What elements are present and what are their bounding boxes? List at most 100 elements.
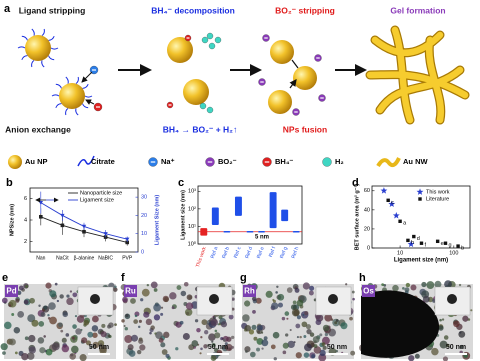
particle xyxy=(414,353,420,359)
particle xyxy=(80,328,83,331)
particle xyxy=(458,330,466,338)
y-tick-label: 10¹ xyxy=(188,224,196,230)
ligand xyxy=(75,108,79,116)
particle xyxy=(60,329,64,333)
y2-tick-label: 30 xyxy=(141,195,147,201)
step-sublabel: Anion exchange xyxy=(5,124,71,134)
particle xyxy=(286,287,293,293)
point-label: f xyxy=(424,243,426,249)
particle xyxy=(444,280,452,289)
particle xyxy=(421,281,427,288)
particle xyxy=(304,311,309,316)
scale-label: 50 nm xyxy=(89,344,109,351)
particle xyxy=(439,318,442,322)
ion-sign xyxy=(150,161,156,163)
particle xyxy=(206,344,209,347)
legend-label: BH₄⁻ xyxy=(275,157,293,166)
scale-bar xyxy=(445,353,467,355)
particle xyxy=(255,297,262,304)
particle xyxy=(292,300,297,305)
particle xyxy=(45,282,52,289)
particle xyxy=(150,281,158,289)
particle xyxy=(196,327,201,333)
range-bar xyxy=(234,196,242,216)
particle xyxy=(459,344,464,349)
particle xyxy=(163,331,170,339)
step-sublabel: BH₄ → BO₂⁻ + H₂↑ xyxy=(163,124,237,134)
inset-sample xyxy=(328,294,338,304)
particle xyxy=(319,333,323,337)
ligand xyxy=(55,103,62,108)
x-tick-label: Ref g xyxy=(279,246,289,259)
particle xyxy=(272,299,276,303)
particle xyxy=(285,333,289,337)
particle xyxy=(402,286,405,290)
particle xyxy=(188,295,193,300)
particle xyxy=(275,291,278,294)
particle xyxy=(169,292,177,300)
particle xyxy=(305,324,311,330)
particle xyxy=(43,335,46,338)
particle xyxy=(145,318,153,326)
particle xyxy=(253,336,258,341)
ligand xyxy=(82,84,89,89)
x-tick-label: Ref h xyxy=(291,246,301,259)
annotation: 5 nm xyxy=(255,234,269,240)
panel-badge xyxy=(243,285,256,297)
y-axis-label: NPSize (nm) xyxy=(9,204,15,236)
particle xyxy=(21,353,29,361)
particle xyxy=(114,323,117,326)
legend-icon xyxy=(376,157,401,168)
particle xyxy=(431,347,439,356)
particle xyxy=(383,284,387,287)
particle xyxy=(210,355,217,361)
step-label: Ligand stripping xyxy=(19,5,86,15)
particle xyxy=(443,335,449,340)
particle xyxy=(295,323,301,329)
legend-label: This work xyxy=(426,189,450,195)
particle xyxy=(453,320,460,328)
particle xyxy=(250,351,256,358)
scale-label: 50 nm xyxy=(446,344,466,351)
scale-bar xyxy=(207,353,229,355)
particle xyxy=(303,335,307,338)
particle xyxy=(160,312,164,316)
particle xyxy=(191,340,199,347)
particle xyxy=(128,350,136,357)
plot-frame xyxy=(197,185,303,245)
particle xyxy=(85,340,91,346)
legend-label: BO₂⁻ xyxy=(218,157,237,166)
particle xyxy=(75,328,82,335)
particle xyxy=(45,348,53,356)
element-label: Os xyxy=(363,287,374,296)
particle xyxy=(408,355,415,361)
ligand xyxy=(51,94,60,97)
particle xyxy=(66,297,74,306)
particle xyxy=(211,340,214,343)
particle xyxy=(59,294,64,299)
particle xyxy=(295,352,302,359)
legend-label: Au NP xyxy=(25,157,48,166)
particle xyxy=(252,296,257,302)
particle xyxy=(127,344,134,351)
particle xyxy=(214,332,221,339)
particle xyxy=(81,337,88,344)
x-tick-label: NaCit xyxy=(56,255,69,261)
particle xyxy=(47,314,50,317)
range-bar xyxy=(269,192,277,229)
particle xyxy=(284,311,290,316)
ion xyxy=(206,106,214,114)
ion-sign xyxy=(264,37,268,39)
particle xyxy=(11,313,15,316)
particle xyxy=(176,285,182,290)
x-tick-label: 100 xyxy=(449,250,458,256)
particle xyxy=(350,350,356,356)
particle xyxy=(306,328,312,335)
step-label: Gel formation xyxy=(390,5,445,15)
particle xyxy=(26,352,35,360)
particle xyxy=(185,302,194,310)
gold-nanoparticle xyxy=(293,66,317,90)
legend-label: Nanoparticle size xyxy=(80,190,122,196)
point-label: b xyxy=(461,246,464,252)
